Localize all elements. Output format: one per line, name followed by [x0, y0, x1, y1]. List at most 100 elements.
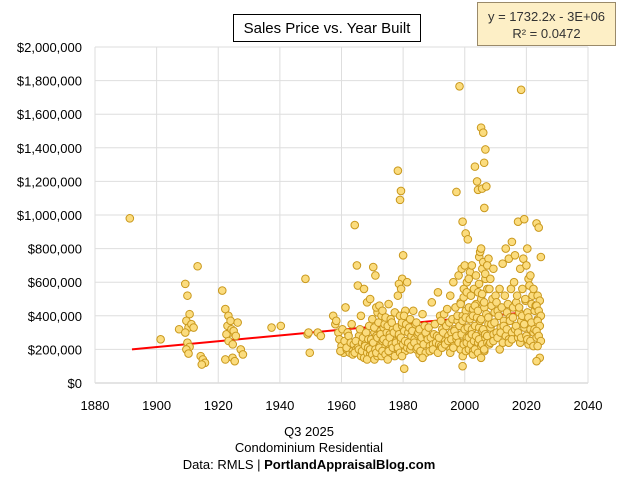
data-point: [479, 298, 489, 307]
y-tick-label: $1,000,000: [17, 208, 82, 223]
data-point: [331, 316, 341, 326]
trendline-equation-box: y = 1732.2x - 3E+06 R² = 0.0472: [477, 2, 616, 46]
data-point: [460, 261, 470, 270]
data-point: [352, 261, 362, 270]
data-point: [464, 274, 474, 284]
y-tick-label: $1,200,000: [17, 174, 82, 189]
data-point: [519, 214, 529, 224]
data-point: [458, 361, 467, 371]
data-point: [489, 264, 498, 274]
chart-title: Sales Price vs. Year Built: [233, 14, 421, 42]
data-point: [516, 85, 526, 95]
data-point: [226, 316, 235, 326]
x-tick-label: 1900: [142, 398, 171, 413]
data-point: [474, 279, 484, 289]
y-tick-label: $0: [68, 376, 82, 391]
data-point: [479, 158, 489, 168]
data-point: [402, 277, 412, 287]
y-tick-label: $1,400,000: [17, 141, 82, 156]
data-point: [486, 274, 495, 284]
data-point: [393, 166, 403, 175]
data-point: [480, 203, 489, 213]
data-point: [193, 261, 202, 271]
data-point: [125, 214, 135, 223]
data-point: [445, 291, 455, 300]
data-point: [467, 261, 477, 270]
data-point: [276, 321, 286, 331]
data-point: [189, 323, 198, 332]
scatter-points: [125, 82, 546, 374]
source-label: Data: RMLS |: [182, 457, 265, 472]
data-point: [384, 299, 393, 309]
data-point: [397, 351, 407, 361]
y-tick-label: $400,000: [28, 309, 82, 324]
data-point: [185, 309, 194, 319]
data-point: [180, 328, 190, 337]
data-point: [512, 291, 522, 300]
data-point: [485, 284, 494, 294]
data-point: [341, 303, 350, 312]
source-site: PortlandAppraisalBlog.com: [264, 457, 436, 472]
y-tick-label: $1,600,000: [17, 107, 82, 122]
data-point: [356, 311, 366, 321]
x-tick-label: 1920: [204, 398, 233, 413]
data-point: [350, 220, 360, 230]
data-point: [536, 252, 546, 262]
data-point: [217, 286, 227, 295]
data-point: [519, 319, 529, 329]
data-point: [476, 353, 486, 363]
y-axis-ticks: $0 $200,000 $400,000 $600,000 $800,000 $1,000…: [17, 40, 82, 391]
data-point: [522, 261, 531, 270]
data-point: [387, 318, 397, 327]
x-tick-label: 1880: [81, 398, 110, 413]
data-point: [494, 311, 503, 321]
data-point: [433, 287, 443, 297]
footer-source: Data: RMLS | PortlandAppraisalBlog.com: [0, 457, 618, 472]
footer-period: Q3 2025: [284, 424, 334, 439]
trendline-equation: y = 1732.2x - 3E+06: [487, 9, 606, 24]
data-point: [233, 318, 242, 327]
footer-segment: Condominium Residential: [234, 440, 384, 455]
x-tick-label: 1960: [327, 398, 356, 413]
data-point: [470, 162, 480, 171]
data-point: [480, 269, 490, 279]
data-point: [221, 355, 230, 364]
data-point: [522, 244, 532, 253]
data-point: [408, 306, 418, 316]
data-point: [500, 291, 510, 300]
data-point: [304, 328, 313, 337]
x-tick-label: 1940: [265, 398, 294, 413]
data-point: [180, 279, 190, 289]
data-point: [482, 182, 491, 191]
data-point: [507, 237, 517, 247]
y-tick-label: $600,000: [28, 275, 82, 290]
data-point: [399, 364, 409, 374]
data-point: [156, 335, 165, 344]
data-point: [316, 331, 326, 341]
y-tick-label: $800,000: [28, 242, 82, 257]
data-point: [533, 341, 542, 351]
y-tick-label: $1,800,000: [17, 74, 82, 89]
data-point: [501, 244, 511, 253]
data-point: [492, 298, 501, 307]
data-point: [534, 223, 544, 232]
x-tick-label: 2020: [512, 398, 541, 413]
data-point: [471, 271, 481, 280]
data-point: [393, 291, 403, 300]
data-point: [398, 251, 408, 260]
data-point: [529, 284, 538, 294]
x-tick-label: 2040: [574, 398, 603, 413]
data-point: [396, 186, 406, 196]
data-point: [518, 284, 527, 294]
data-point: [458, 217, 467, 227]
data-point: [452, 187, 461, 197]
data-point: [455, 82, 464, 91]
x-tick-label: 2000: [450, 398, 479, 413]
data-point: [305, 348, 315, 358]
data-point: [510, 251, 520, 260]
x-tick-label: 1980: [389, 398, 418, 413]
data-point: [383, 355, 393, 364]
data-point: [347, 319, 356, 329]
data-point: [183, 291, 192, 300]
